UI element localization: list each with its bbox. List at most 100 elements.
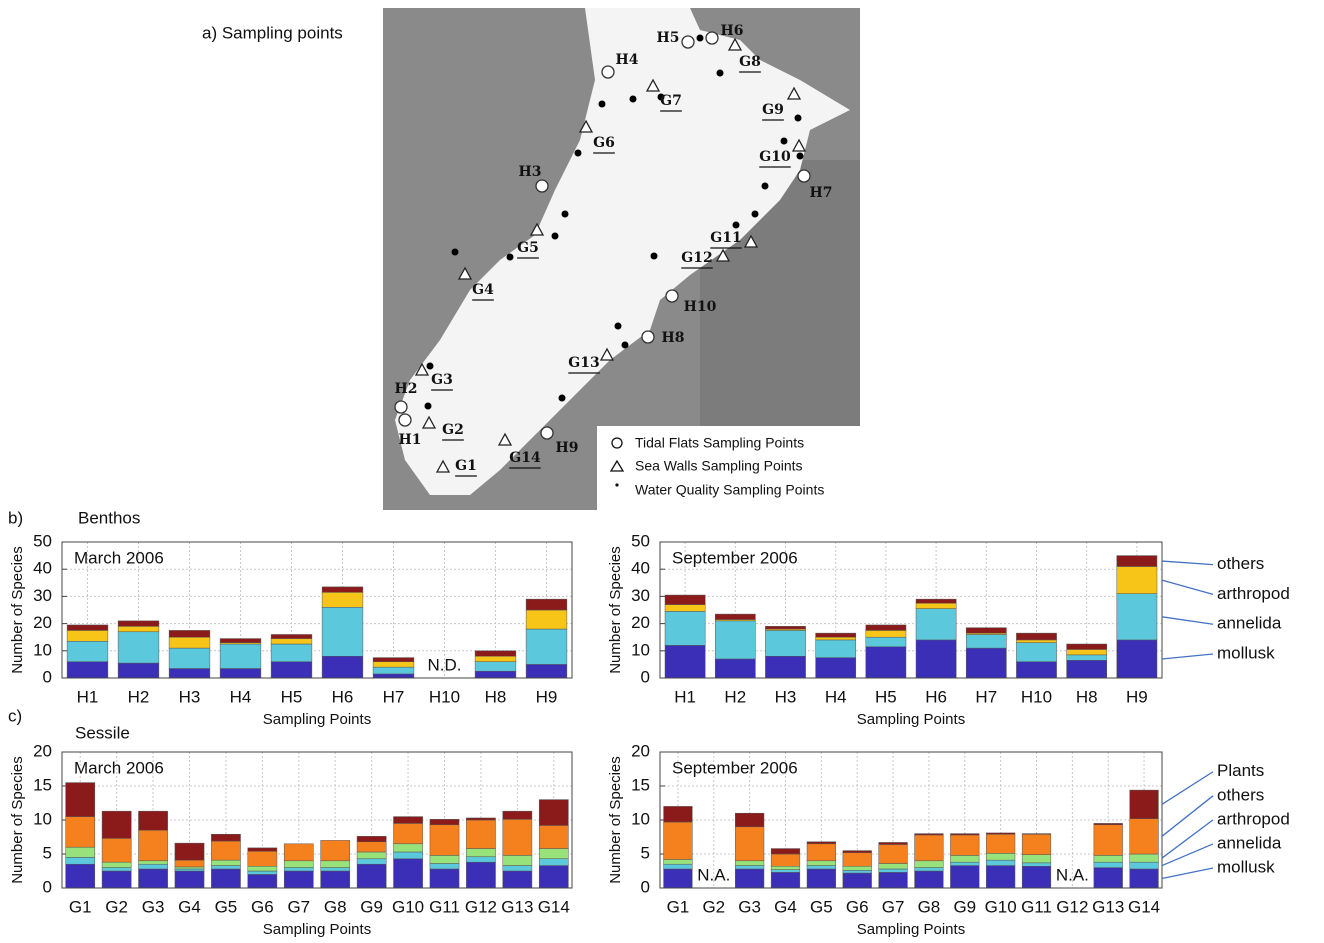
legend-dot bbox=[615, 483, 618, 486]
bar-segment bbox=[765, 630, 805, 656]
legend-label: arthropod bbox=[1217, 809, 1290, 828]
bar-segment bbox=[807, 842, 836, 844]
x-tick-label: G3 bbox=[142, 897, 165, 916]
x-tick-label: G6 bbox=[251, 897, 274, 916]
chart: 01020304050H1H2H3H4H5H6H7H10H8H9N.D.Marc… bbox=[9, 531, 572, 727]
bar-segment bbox=[1094, 868, 1123, 888]
x-tick-label: G4 bbox=[774, 897, 797, 916]
water-quality-point bbox=[752, 211, 759, 218]
legend-leader bbox=[1162, 617, 1213, 624]
legend-leader bbox=[1162, 844, 1213, 866]
legend-leader bbox=[1162, 580, 1213, 594]
bar-segment bbox=[211, 860, 240, 865]
x-tick-label: G8 bbox=[324, 897, 347, 916]
legend-leader bbox=[1162, 654, 1213, 659]
water-quality-point bbox=[559, 395, 566, 402]
water-quality-point bbox=[795, 115, 802, 122]
bar-segment bbox=[169, 637, 210, 648]
bar-segment bbox=[394, 844, 423, 852]
bar-segment bbox=[1094, 855, 1123, 862]
water-quality-point bbox=[562, 211, 569, 218]
bar-segment bbox=[879, 869, 908, 872]
y-tick-label: 50 bbox=[33, 531, 52, 550]
x-tick-label: G4 bbox=[178, 897, 201, 916]
bar-segment bbox=[357, 859, 386, 864]
y-tick-label: 20 bbox=[33, 741, 52, 760]
bar-segment bbox=[986, 833, 1015, 834]
point-label: G12 bbox=[681, 250, 712, 266]
bar-segment bbox=[357, 864, 386, 888]
x-tick-label: H3 bbox=[775, 687, 797, 706]
bar-segment bbox=[66, 857, 95, 864]
bar-segment bbox=[503, 855, 532, 865]
x-tick-label: G10 bbox=[985, 897, 1017, 916]
point-label: H2 bbox=[395, 381, 418, 397]
bar-segment bbox=[866, 647, 906, 678]
bar-segment bbox=[816, 633, 856, 637]
bar-segment bbox=[503, 871, 532, 888]
y-axis-title: Number of Species bbox=[9, 546, 26, 674]
bar-segment bbox=[430, 864, 459, 869]
bar-segment bbox=[284, 868, 313, 871]
y-tick-label: 10 bbox=[631, 640, 650, 659]
bar-segment bbox=[220, 639, 261, 643]
bar-segment bbox=[169, 668, 210, 678]
bar-segment bbox=[765, 656, 805, 678]
bar-segment bbox=[284, 871, 313, 888]
bar-segment bbox=[175, 869, 204, 871]
bar-segment bbox=[321, 840, 350, 860]
bar-segment bbox=[139, 830, 168, 861]
x-tick-label: H9 bbox=[536, 687, 558, 706]
bar-segment bbox=[1117, 640, 1157, 678]
bar-segment bbox=[1022, 863, 1051, 866]
point-label: H1 bbox=[399, 432, 422, 448]
x-tick-label: G9 bbox=[360, 897, 383, 916]
x-tick-label: H5 bbox=[875, 687, 897, 706]
bar-segment bbox=[373, 662, 414, 667]
point-label: G4 bbox=[472, 282, 494, 298]
bar-segment bbox=[1016, 633, 1056, 640]
point-label: H8 bbox=[662, 330, 685, 346]
bar-segment bbox=[966, 648, 1006, 678]
water-quality-point bbox=[552, 233, 559, 240]
bar-segment bbox=[139, 861, 168, 864]
missing-label: N.A. bbox=[697, 865, 730, 884]
section-letter: b) bbox=[8, 508, 23, 527]
bar-segment bbox=[915, 834, 944, 835]
point-label: G3 bbox=[431, 372, 453, 388]
bar-segment bbox=[771, 866, 800, 869]
x-tick-label: G11 bbox=[429, 897, 460, 916]
bar-segment bbox=[175, 871, 204, 888]
bar-segment bbox=[807, 844, 836, 861]
bar-segment bbox=[1067, 655, 1107, 660]
legend-leader bbox=[1162, 796, 1213, 837]
x-tick-label: H6 bbox=[925, 687, 947, 706]
bar-segment bbox=[866, 637, 906, 647]
bar-segment bbox=[1130, 790, 1159, 819]
bar-segment bbox=[175, 867, 204, 869]
point-label: G8 bbox=[739, 54, 761, 70]
bar-segment bbox=[220, 668, 261, 678]
bar-segment bbox=[284, 844, 313, 861]
x-tick-label: H1 bbox=[674, 687, 696, 706]
water-quality-point bbox=[575, 150, 582, 157]
x-tick-label: G5 bbox=[810, 897, 833, 916]
legend-leader bbox=[1162, 772, 1213, 805]
point-label: G2 bbox=[442, 422, 464, 438]
bar-segment bbox=[211, 866, 240, 869]
tidal-flat-point bbox=[666, 290, 678, 302]
point-label: G10 bbox=[759, 149, 791, 165]
bar-segment bbox=[1022, 834, 1051, 835]
x-tick-label: H7 bbox=[975, 687, 997, 706]
legend-leader bbox=[1162, 868, 1213, 878]
y-tick-label: 15 bbox=[33, 775, 52, 794]
y-tick-label: 50 bbox=[631, 531, 650, 550]
bar-segment bbox=[357, 852, 386, 859]
bar-segment bbox=[1117, 594, 1157, 640]
bar-segment bbox=[118, 663, 159, 678]
bar-segment bbox=[271, 639, 312, 644]
bar-segment bbox=[66, 847, 95, 857]
y-tick-label: 20 bbox=[631, 613, 650, 632]
bar-segment bbox=[1016, 662, 1056, 678]
bar-segment bbox=[807, 861, 836, 866]
